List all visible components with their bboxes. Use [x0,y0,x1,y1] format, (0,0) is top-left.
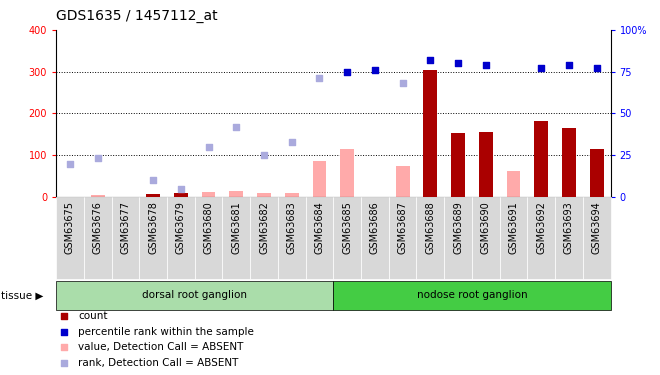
Bar [583,197,610,279]
Point [59,313,70,319]
Bar [139,197,167,279]
Text: GSM63679: GSM63679 [176,201,186,254]
Point [59,360,70,366]
Bar [333,281,610,310]
Bar [472,197,500,279]
Text: GSM63685: GSM63685 [342,201,352,254]
Point [176,186,186,192]
Bar [555,197,583,279]
Bar [195,197,222,279]
Bar [500,197,527,279]
Text: GDS1635 / 1457112_at: GDS1635 / 1457112_at [56,9,218,23]
Bar [361,197,389,279]
Text: GSM63688: GSM63688 [425,201,436,254]
Point [425,57,436,63]
Bar [389,197,416,279]
Text: GSM63686: GSM63686 [370,201,380,254]
Text: GSM63680: GSM63680 [203,201,214,254]
Bar [424,70,437,197]
Point [480,62,491,68]
Bar [313,161,326,197]
Text: GSM63694: GSM63694 [591,201,602,254]
Bar [451,134,465,197]
Bar [562,128,576,197]
Text: tissue ▶: tissue ▶ [1,290,43,300]
Point [286,139,297,145]
Bar [250,197,278,279]
Text: GSM63682: GSM63682 [259,201,269,254]
Bar [56,197,84,279]
Point [342,69,352,75]
Text: GSM63690: GSM63690 [480,201,491,254]
Text: rank, Detection Call = ABSENT: rank, Detection Call = ABSENT [79,358,239,368]
Text: count: count [79,311,108,321]
Point [148,177,158,183]
Text: GSM63677: GSM63677 [120,201,131,254]
Bar [416,197,444,279]
Text: GSM63693: GSM63693 [564,201,574,254]
Bar [590,149,604,197]
Point [65,160,75,166]
Text: GSM63678: GSM63678 [148,201,158,254]
Point [259,152,269,158]
Point [564,62,574,68]
Point [59,344,70,350]
Bar [167,197,195,279]
Text: dorsal root ganglion: dorsal root ganglion [142,290,248,300]
Text: GSM63681: GSM63681 [231,201,242,254]
Text: value, Detection Call = ABSENT: value, Detection Call = ABSENT [79,342,244,352]
Bar [333,197,361,279]
Bar [230,192,243,197]
Point [453,60,463,66]
Text: GSM63675: GSM63675 [65,201,75,254]
Point [314,75,325,81]
Bar [395,166,409,197]
Bar [479,132,492,197]
Point [231,124,242,130]
Bar [306,197,333,279]
Point [203,144,214,150]
Bar [202,192,215,197]
Text: percentile rank within the sample: percentile rank within the sample [79,327,254,337]
Text: GSM63683: GSM63683 [286,201,297,254]
Point [591,65,602,71]
Text: GSM63691: GSM63691 [508,201,519,254]
Bar [507,171,520,197]
Text: GSM63689: GSM63689 [453,201,463,254]
Text: GSM63676: GSM63676 [92,201,103,254]
Bar [527,197,555,279]
Bar [341,149,354,197]
Text: nodose root ganglion: nodose root ganglion [416,290,527,300]
Bar [84,197,112,279]
Point [59,328,70,334]
Text: GSM63687: GSM63687 [397,201,408,254]
Point [92,156,103,162]
Point [536,65,546,71]
Bar [257,193,271,197]
Text: GSM63692: GSM63692 [536,201,546,254]
Bar [535,121,548,197]
Point [370,67,380,73]
Point [397,80,408,86]
Bar [222,197,250,279]
Bar [284,193,298,197]
Bar [112,197,139,279]
Bar [174,193,187,197]
Bar [91,195,104,197]
Text: GSM63684: GSM63684 [314,201,325,254]
Bar [278,197,306,279]
Bar [444,197,472,279]
Bar [147,194,160,197]
Bar [56,281,333,310]
